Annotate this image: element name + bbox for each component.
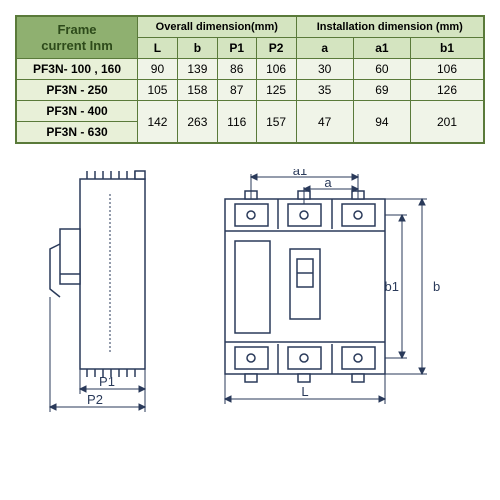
- col-a: a: [296, 38, 353, 59]
- group-overall: Overall dimension(mm): [138, 17, 297, 38]
- row-label: PF3N - 250: [17, 80, 138, 101]
- cell: 87: [217, 80, 256, 101]
- cell: 30: [296, 59, 353, 80]
- cell: 35: [296, 80, 353, 101]
- label-p1: P1: [99, 374, 115, 389]
- col-a1: a1: [353, 38, 410, 59]
- cell: 126: [411, 80, 484, 101]
- cell: 106: [256, 59, 296, 80]
- group-install: Installation dimension (mm): [296, 17, 483, 38]
- technical-drawings: P1 P2: [15, 169, 485, 429]
- col-b: b: [177, 38, 217, 59]
- row-label: PF3N- 100 , 160: [17, 59, 138, 80]
- label-b1: b1: [385, 279, 399, 294]
- cell: 90: [138, 59, 178, 80]
- cell: 106: [411, 59, 484, 80]
- cell: 201: [411, 101, 484, 143]
- cell: 105: [138, 80, 178, 101]
- label-b: b: [433, 279, 440, 294]
- cell: 116: [217, 101, 256, 143]
- label-a: a: [324, 175, 332, 190]
- front-view-diagram: a1 a L b1 b: [205, 169, 455, 429]
- cell: 47: [296, 101, 353, 143]
- cell: 158: [177, 80, 217, 101]
- cell: 60: [353, 59, 410, 80]
- cell: 86: [217, 59, 256, 80]
- side-view-diagram: P1 P2: [45, 169, 185, 429]
- cell: 263: [177, 101, 217, 143]
- col-L: L: [138, 38, 178, 59]
- row-label: PF3N - 630: [17, 122, 138, 143]
- label-p2: P2: [87, 392, 103, 407]
- cell: 139: [177, 59, 217, 80]
- label-a1: a1: [293, 169, 307, 178]
- corner-header: Frame current Inm: [17, 17, 138, 59]
- row-label: PF3N - 400: [17, 101, 138, 122]
- col-b1: b1: [411, 38, 484, 59]
- cell: 69: [353, 80, 410, 101]
- col-P2: P2: [256, 38, 296, 59]
- cell: 125: [256, 80, 296, 101]
- col-P1: P1: [217, 38, 256, 59]
- dimension-table: Frame current Inm Overall dimension(mm) …: [15, 15, 485, 144]
- label-L: L: [301, 384, 308, 399]
- cell: 94: [353, 101, 410, 143]
- cell: 142: [138, 101, 178, 143]
- cell: 157: [256, 101, 296, 143]
